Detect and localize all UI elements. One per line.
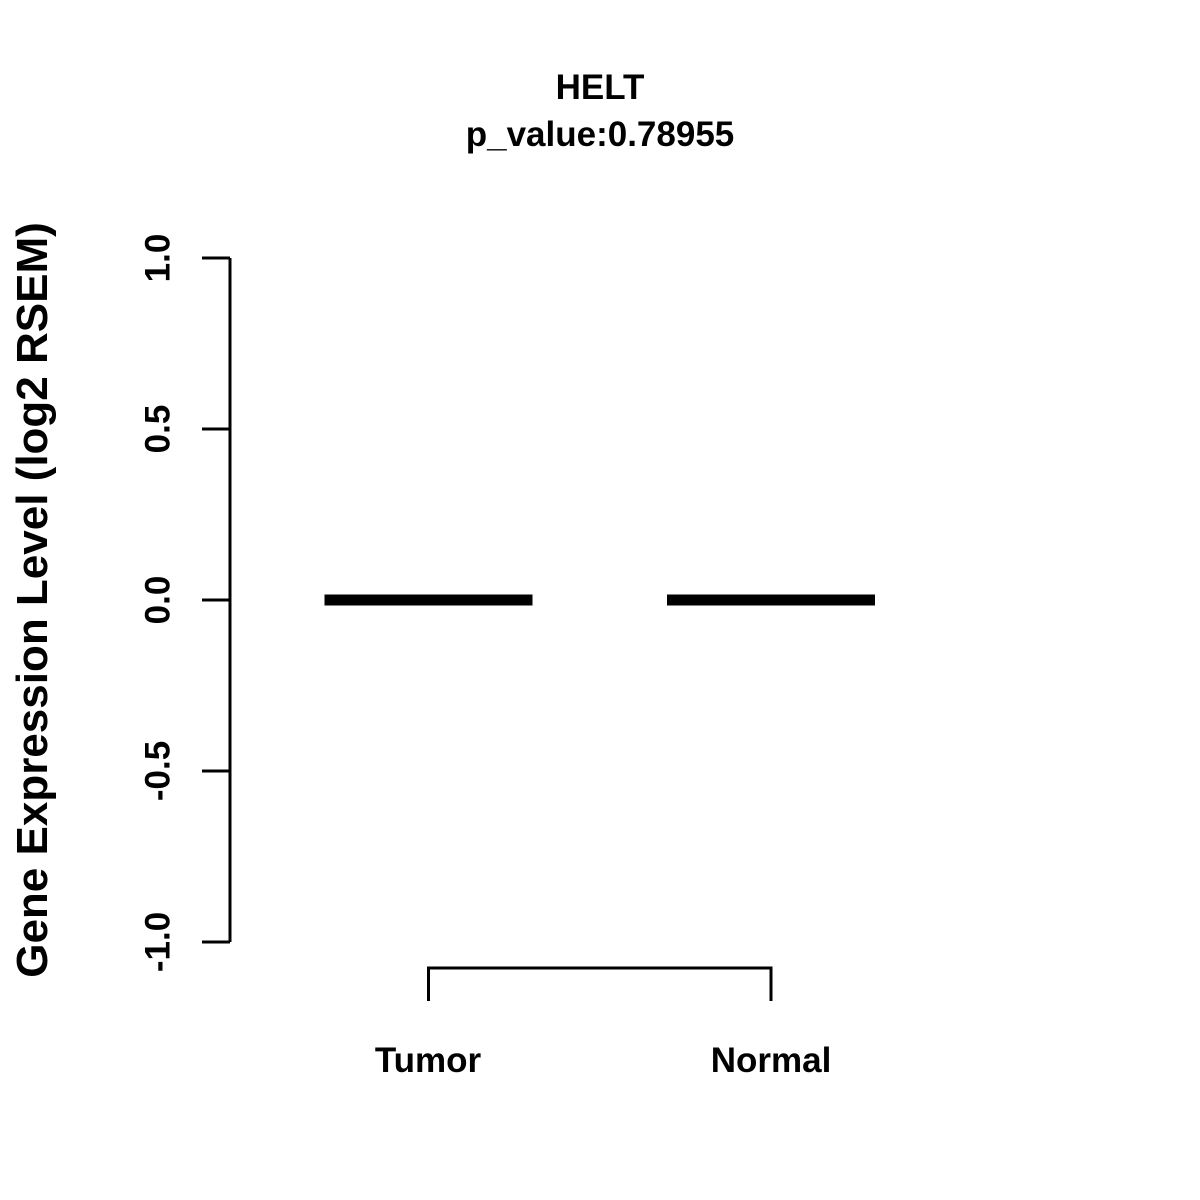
y-tick-label: -0.5 [139,741,178,801]
chart-subtitle-pvalue: p_value:0.78955 [465,115,735,154]
y-tick-label: 1.0 [139,234,178,283]
x-category-label-normal: Normal [710,1041,832,1080]
x-axis-bracket [427,966,773,1001]
y-tick-label: 0.5 [139,405,178,454]
chart-title: HELT [555,68,645,107]
x-category-label-tumor: Tumor [374,1041,482,1080]
y-tick-label: 0.0 [139,576,178,625]
title-block: HELT p_value:0.78955 [0,64,1200,158]
y-tick-label: -1.0 [139,912,178,972]
